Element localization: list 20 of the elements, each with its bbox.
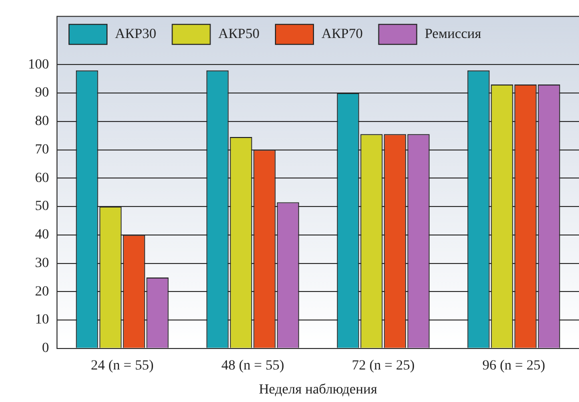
- x-tick-label: 72 (n = 25): [352, 358, 415, 374]
- y-tick-label: 70: [35, 142, 49, 158]
- y-tick-label: 90: [35, 86, 49, 101]
- legend-label: АКР30: [115, 27, 156, 42]
- y-tick-label: 40: [35, 228, 49, 243]
- legend-label: АКР70: [321, 27, 363, 42]
- y-tick-label: 50: [35, 199, 49, 214]
- legend-label: Ремиссия: [424, 27, 482, 42]
- y-tick-label: 10: [35, 312, 49, 328]
- legend-label: АКР50: [218, 27, 260, 42]
- y-tick-label: 0: [42, 341, 49, 356]
- x-tick-label: 24 (n = 55): [90, 358, 154, 374]
- y-tick-label: 30: [35, 256, 49, 271]
- y-tick-label: 80: [35, 114, 49, 130]
- x-tick-label: 96 (n = 25): [482, 358, 546, 374]
- y-tick-label: 20: [35, 284, 49, 300]
- y-tick-label: 100: [28, 57, 49, 72]
- x-axis-title: Неделя наблюдения: [258, 382, 378, 398]
- x-tick-label: 48 (n = 55): [221, 358, 284, 374]
- y-tick-label: 60: [35, 170, 49, 186]
